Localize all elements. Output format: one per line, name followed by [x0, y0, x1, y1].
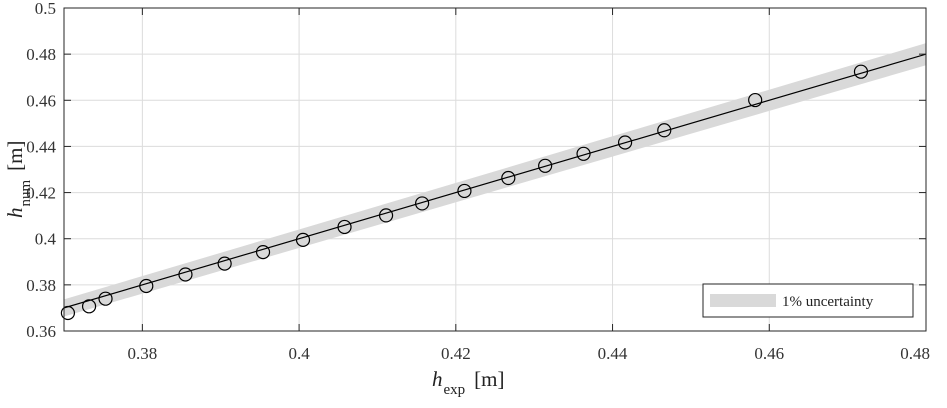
data-point — [337, 219, 352, 235]
x-tick-label: 0.4 — [288, 344, 310, 363]
x-tick-label: 0.46 — [754, 344, 784, 363]
y-tick-label: 0.46 — [26, 91, 56, 110]
data-point — [657, 123, 672, 138]
identity-line-layer — [64, 53, 926, 309]
x-tick-label: 0.38 — [127, 344, 157, 363]
y-tick-label: 0.4 — [35, 230, 57, 249]
plot-background — [64, 8, 926, 331]
data-point — [81, 299, 97, 314]
uncertainty-band-layer — [64, 43, 926, 317]
data-point — [617, 135, 633, 150]
y-tick-label: 0.48 — [26, 45, 56, 64]
data-point — [98, 291, 113, 306]
y-tick-labels: 0.36 0.38 0.4 0.42 0.44 0.46 0.48 0.5 — [26, 0, 56, 341]
data-point — [538, 158, 553, 173]
data-point — [217, 256, 232, 271]
data-point — [457, 183, 472, 199]
data-point — [415, 196, 430, 211]
plot-frame — [63, 7, 927, 332]
legend: 1% uncertainty — [702, 283, 914, 318]
data-point — [295, 232, 311, 247]
uncertainty-band — [64, 43, 926, 317]
y-tick-label: 0.38 — [26, 276, 56, 295]
data-point — [378, 208, 394, 223]
y-axis-label: hnum[m] — [3, 141, 34, 219]
data-point — [501, 170, 516, 186]
x-axis-label: hexp [m] — [432, 367, 505, 398]
identity-line — [64, 53, 926, 309]
y-tick-label: 0.5 — [35, 0, 56, 18]
y-tick-label: 0.44 — [26, 137, 56, 156]
y-tick-label: 0.36 — [26, 322, 56, 341]
data-point — [853, 64, 869, 79]
x-tick-labels: 0.38 0.4 0.42 0.44 0.46 0.48 — [127, 344, 930, 363]
data-points-layer — [60, 64, 869, 321]
x-tick-label: 0.48 — [900, 344, 930, 363]
y-tick-label: 0.42 — [26, 184, 56, 203]
data-point — [139, 278, 154, 294]
legend-swatch-band — [710, 294, 776, 307]
x-tick-label: 0.44 — [598, 344, 628, 363]
legend-label-band: 1% uncertainty — [782, 294, 874, 310]
data-point — [178, 267, 193, 282]
data-point — [255, 244, 271, 260]
data-point — [576, 146, 591, 161]
data-point — [60, 305, 76, 321]
x-tick-label: 0.42 — [441, 344, 471, 363]
axis-ticks — [64, 7, 927, 332]
data-point — [748, 92, 763, 108]
